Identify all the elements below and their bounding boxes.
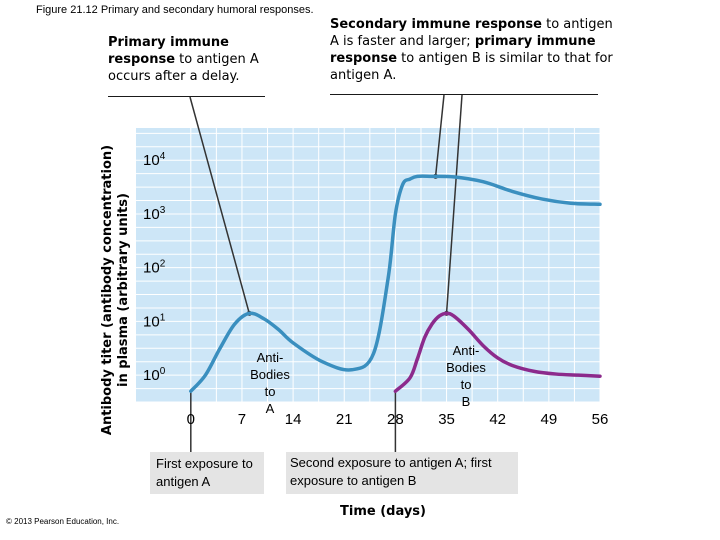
data-series xyxy=(189,174,602,394)
figure-title: Figure 21.12 Primary and secondary humor… xyxy=(36,4,314,16)
callout-secondary-bold-2: primary immune response xyxy=(330,34,596,66)
series-label-line: Anti- xyxy=(453,343,480,358)
callout-secondary-bold-1: Secondary immune response xyxy=(330,17,542,32)
y-tick-exponent: 2 xyxy=(160,259,166,270)
x-tick-label: 35 xyxy=(438,411,455,428)
x-tick-label: 28 xyxy=(387,411,404,428)
x-tick-label: 49 xyxy=(541,411,558,428)
leader-line-secondary xyxy=(434,94,445,177)
grid-lines xyxy=(136,128,601,403)
series-label-line: Bodies xyxy=(446,360,486,375)
series-label-line: B xyxy=(462,394,471,409)
callout-primary-underline xyxy=(108,96,265,97)
callout-secondary-text-2: to antigen B is similar to that for anti… xyxy=(330,51,613,83)
series-labels: Anti- Bodies to A Anti- Bodies to B xyxy=(250,343,486,416)
callout-secondary-text-1: to antigen A is faster and larger; xyxy=(330,17,613,49)
y-tick-exponent: 1 xyxy=(160,312,166,323)
series-label-line: to xyxy=(461,377,472,392)
y-tick-exponent: 4 xyxy=(160,151,166,162)
callout-primary-bold: Primary immune response xyxy=(108,35,229,67)
callout-secondary-response: Secondary immune response to antigen A i… xyxy=(330,16,620,84)
x-tick-label: 0 xyxy=(187,411,195,428)
copyright-notice: © 2013 Pearson Education, Inc. xyxy=(6,517,120,526)
y-tick-exponent: 3 xyxy=(160,205,166,216)
series-label-line: Bodies xyxy=(250,367,290,382)
first-exposure-box: First exposure to antigen A xyxy=(150,452,264,494)
x-tick-label: 7 xyxy=(238,411,246,428)
series-label-line: Anti- xyxy=(257,350,284,365)
x-tick-label: 56 xyxy=(592,411,609,428)
leader-line-antigen-b xyxy=(445,94,463,314)
series-label-antibodies-to-a: Anti- Bodies to A xyxy=(250,350,290,416)
x-tick-label: 21 xyxy=(336,411,353,428)
series-antibodies-to-b-line xyxy=(393,311,602,394)
x-axis-title: Time (days) xyxy=(340,504,426,519)
callout-primary-response: Primary immune response to antigen A occ… xyxy=(108,34,288,85)
second-exposure-box: Second exposure to antigen A; first expo… xyxy=(286,452,518,494)
callout-primary-text: to antigen A occurs after a delay. xyxy=(108,52,259,84)
x-tick-label: 42 xyxy=(489,411,506,428)
series-label-line: A xyxy=(266,401,275,416)
x-tick-label: 14 xyxy=(285,411,302,428)
series-antibodies-to-a-line xyxy=(189,174,602,394)
series-label-antibodies-to-b: Anti- Bodies to B xyxy=(446,343,486,409)
leader-line-primary xyxy=(189,96,250,314)
series-label-line: to xyxy=(265,384,276,399)
callout-secondary-underline xyxy=(330,94,598,95)
y-tick-exponent: 0 xyxy=(160,366,166,377)
